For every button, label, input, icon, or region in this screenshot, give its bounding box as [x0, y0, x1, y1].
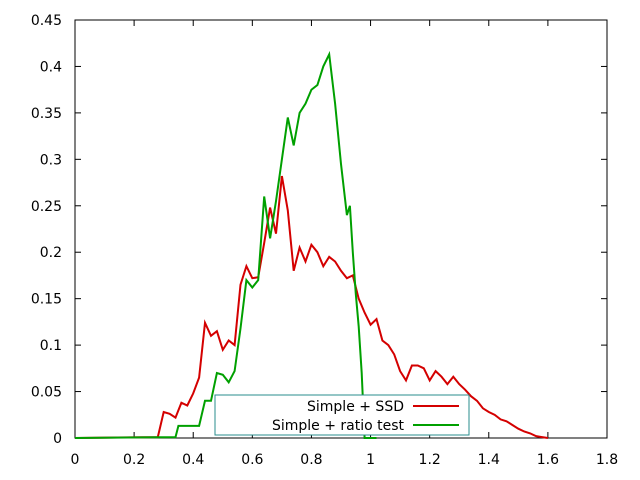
x-tick-label: 0: [71, 452, 80, 468]
plot-frame: [74, 19, 608, 439]
y-tick-label: 0.35: [31, 106, 62, 122]
x-tick-label: 1.4: [478, 452, 500, 468]
x-tick-label: 0.6: [241, 452, 263, 468]
y-tick-label: 0.25: [31, 199, 62, 215]
y-tick-label: 0.05: [31, 385, 62, 401]
y-tick-label: 0.3: [40, 152, 62, 168]
y-tick-label: 0: [53, 431, 62, 447]
y-tick-label: 0.15: [31, 292, 62, 308]
x-tick-label: 1.8: [596, 452, 618, 468]
legend-label: Simple + ratio test: [272, 418, 405, 434]
y-tick-label: 0.4: [40, 59, 62, 75]
x-tick-label: 0.4: [182, 452, 204, 468]
series-line-2: [74, 50, 377, 439]
x-tick-label: 0.2: [123, 452, 145, 468]
y-tick-label: 0.1: [40, 338, 62, 354]
x-tick-label: 1.2: [419, 452, 441, 468]
plot-border: [74, 19, 608, 439]
series-line-1: [74, 175, 549, 439]
x-axis: 0 0.2 0.4 0.6 0.8 1 1.2 1.4 1.6 1.8: [71, 20, 618, 468]
legend-label: Simple + SSD: [307, 399, 404, 415]
legend: Simple + SSD Simple + ratio test: [214, 394, 470, 436]
series-group: [74, 50, 549, 439]
y-tick-label: 0.2: [40, 245, 62, 261]
y-tick-label: 0.45: [31, 13, 62, 29]
x-tick-label: 0.8: [300, 452, 322, 468]
legend-box: [214, 394, 470, 436]
x-tick-label: 1.6: [537, 452, 559, 468]
x-tick-label: 1: [366, 452, 375, 468]
y-axis: 0 0.05 0.1 0.15 0.2 0.25 0.3 0.35 0.4 0.45: [31, 13, 607, 447]
